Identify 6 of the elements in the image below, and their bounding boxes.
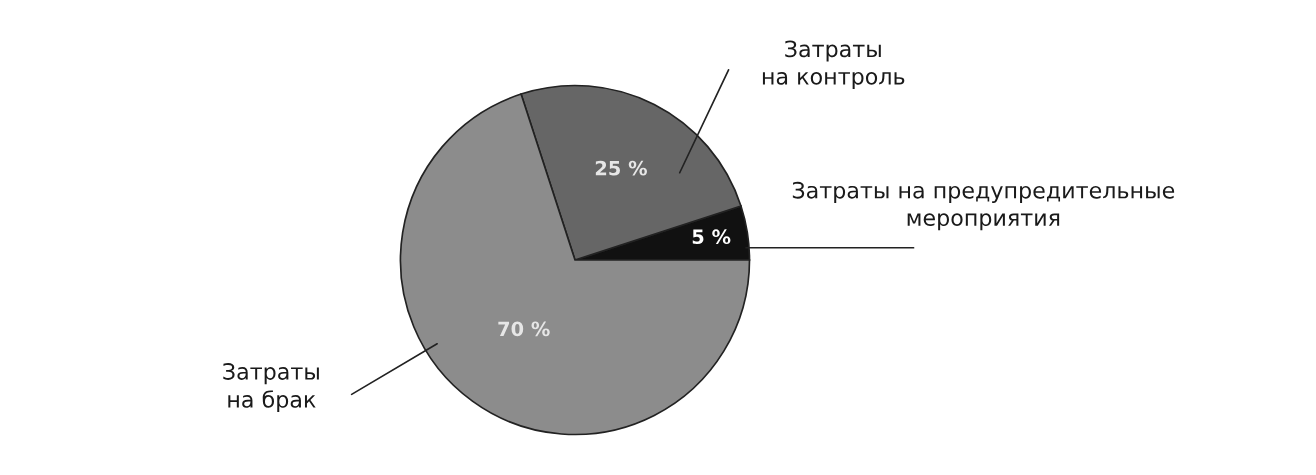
slice-label: Затраты на контроль bbox=[762, 40, 905, 90]
slice-label: Затраты на предупредительные мероприятия bbox=[792, 181, 1175, 231]
data-label: 70 % bbox=[498, 321, 550, 337]
data-label: 25 % bbox=[595, 160, 647, 176]
legend-label: Затраты на брак bbox=[223, 363, 319, 413]
data-label: 5 % bbox=[692, 229, 731, 245]
